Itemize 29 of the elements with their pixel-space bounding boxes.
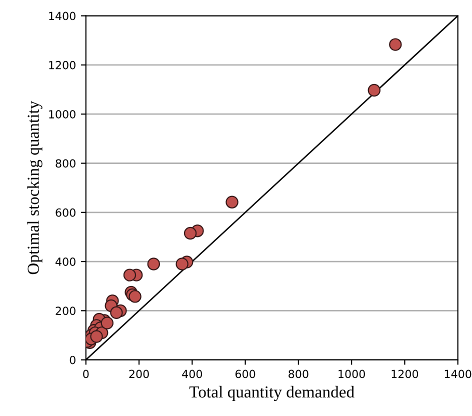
point (147, 258, 160, 270)
x-tick-label: 1400 (444, 370, 472, 378)
y-tick-label: 0 (70, 356, 76, 364)
point (100, 316, 114, 330)
x-tick-label: 0 (83, 370, 89, 378)
x-tick-label: 400 (182, 370, 202, 378)
x-tick-label: 600 (235, 370, 256, 378)
y-tick-label: 1200 (49, 60, 76, 70)
x-tick-label: 1000 (338, 370, 365, 378)
y-tick-label: 1400 (49, 12, 76, 20)
y-tick-label: 200 (56, 306, 76, 316)
x-tick-label: 1200 (392, 370, 418, 378)
x-tick-label: 800 (288, 370, 308, 378)
y-tick-label: 400 (56, 258, 76, 266)
point (123, 268, 136, 282)
y-tick-label: 600 (56, 208, 76, 217)
y-tick-label: 1000 (49, 110, 76, 118)
y-axis-title: Optimal stocking quantity (27, 100, 42, 274)
y-tick-label: 800 (56, 159, 76, 168)
point (176, 258, 188, 270)
point (128, 290, 142, 303)
point (226, 196, 238, 208)
point (368, 84, 381, 97)
point (90, 330, 103, 343)
point (389, 38, 402, 51)
x-axis-title: Total quantity demanded (189, 386, 354, 402)
x-tick-label: 200 (129, 370, 149, 378)
point (110, 306, 123, 320)
point (184, 226, 197, 240)
